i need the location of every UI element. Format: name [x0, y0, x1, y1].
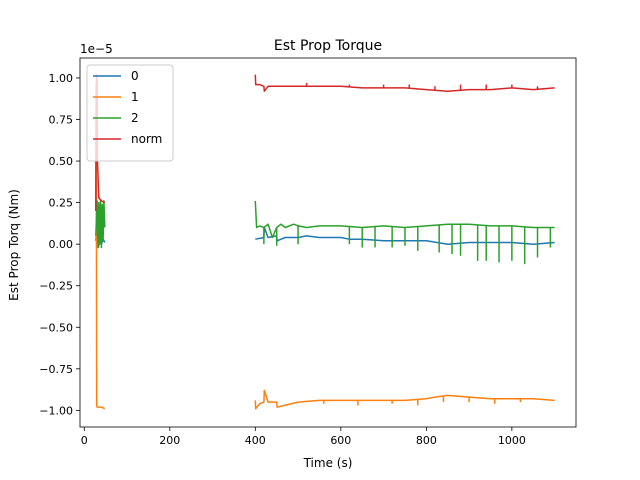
x-tick-label: 0: [81, 434, 88, 447]
y-tick-label: 0.25: [49, 197, 74, 210]
y-tick-label: 0.75: [49, 114, 74, 127]
x-tick-label: 400: [245, 434, 266, 447]
y-tick-label: 1.00: [49, 72, 74, 85]
y-axis-ticks: −1.00 −0.75 −0.50 −0.25 0.00 0.25 0.50 0.75 1.00: [39, 72, 80, 417]
x-tick-label: 200: [159, 434, 180, 447]
y-tick-label: 0.00: [49, 238, 74, 251]
y-tick-label: −0.25: [39, 280, 73, 293]
x-axis-label: Time (s): [303, 456, 353, 470]
y-tick-label: −0.75: [39, 363, 73, 376]
series-line-norm: [254, 74, 555, 92]
legend-label-1: 1: [131, 90, 139, 104]
legend-box: [86, 64, 174, 162]
y-scale-offset-label: 1e−5: [80, 42, 113, 56]
legend: 0 1 2 norm: [86, 64, 174, 162]
x-tick-label: 600: [330, 434, 351, 447]
legend-label-norm: norm: [131, 132, 162, 146]
series-line-2: [254, 200, 555, 239]
axes-frame: [79, 57, 577, 428]
y-axis-label: Est Prop Torq (Nm): [7, 189, 21, 301]
legend-label-2: 2: [131, 111, 139, 125]
y-tick-label: −1.00: [39, 404, 73, 417]
series-line-1: [254, 389, 555, 410]
x-axis-ticks: 0 200 400 600 800 1000: [81, 427, 526, 447]
x-tick-label: 1000: [498, 434, 526, 447]
series-line-2: [95, 200, 106, 249]
y-tick-label: −0.50: [39, 321, 73, 334]
y-tick-label: 0.50: [49, 155, 74, 168]
x-tick-label: 800: [416, 434, 437, 447]
chart-title: Est Prop Torque: [274, 38, 382, 54]
legend-label-0: 0: [131, 69, 139, 83]
